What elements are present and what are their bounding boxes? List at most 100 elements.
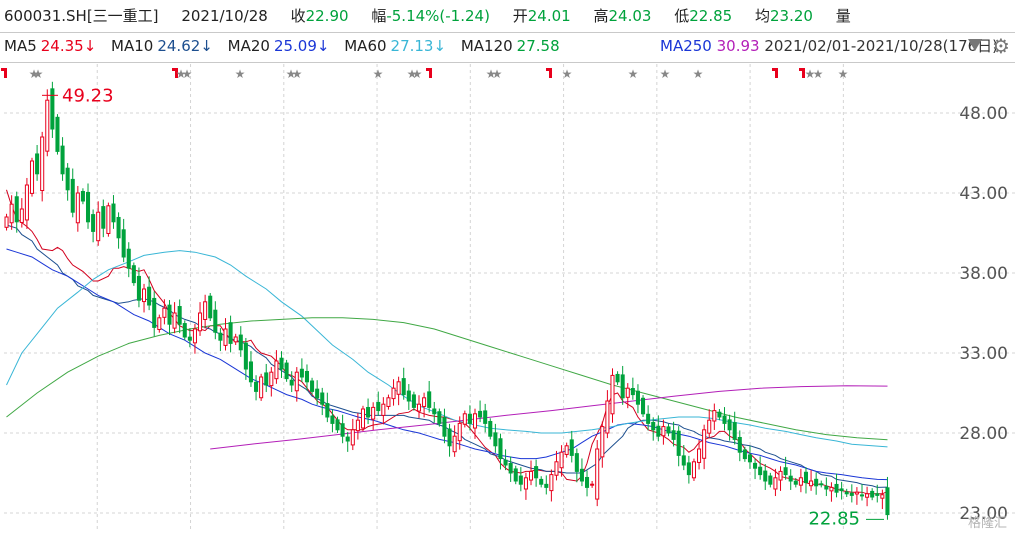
- chevron-down-icon[interactable]: [968, 39, 982, 51]
- candle-body: [325, 403, 330, 418]
- event-marker: [1, 68, 7, 71]
- candle: [381, 397, 386, 425]
- candle-body: [564, 445, 569, 455]
- candle-body: [85, 191, 91, 223]
- candle: [717, 409, 722, 421]
- candle: [360, 405, 366, 432]
- candle: [722, 407, 727, 431]
- candle-body: [259, 376, 264, 399]
- candle-body: [320, 392, 325, 405]
- candle-body: [228, 322, 233, 344]
- candle: [595, 440, 600, 507]
- candle-body: [758, 466, 763, 476]
- event-marker: ★: [182, 67, 193, 81]
- quote-date: 2021/10/28: [181, 7, 268, 25]
- close-label: 收: [290, 7, 306, 25]
- candle: [697, 440, 702, 470]
- candle: [462, 410, 467, 428]
- candle: [45, 89, 50, 157]
- candle-body: [798, 477, 803, 486]
- candle: [91, 209, 96, 243]
- candle-body: [213, 309, 218, 333]
- candle: [549, 469, 554, 502]
- y-tick-label: 23.00: [959, 504, 1008, 524]
- candle-body: [162, 307, 167, 318]
- candle-body: [442, 417, 447, 437]
- candle-body: [518, 475, 523, 485]
- candle: [80, 188, 85, 205]
- candle-body: [742, 449, 747, 460]
- candle: [483, 403, 488, 433]
- candle: [523, 472, 528, 500]
- event-marker: ★: [813, 67, 824, 81]
- y-tick-label: 43.00: [959, 184, 1008, 204]
- candle: [488, 418, 493, 440]
- candle: [528, 460, 534, 486]
- candle: [422, 392, 427, 418]
- candle: [554, 450, 559, 481]
- candle-body: [467, 413, 472, 424]
- candle-body: [238, 334, 243, 351]
- candle-body: [182, 323, 187, 338]
- candle-body: [279, 357, 284, 370]
- candle-body: [885, 487, 890, 516]
- candle: [233, 333, 238, 345]
- candle-body: [625, 387, 630, 398]
- event-marker: ★: [33, 67, 44, 81]
- candle-body: [478, 410, 483, 418]
- candle: [880, 489, 885, 510]
- candle-body: [737, 436, 742, 453]
- candle: [630, 377, 635, 400]
- candle-body: [753, 462, 758, 469]
- candle-body: [274, 360, 279, 380]
- open-value: 24.01: [527, 7, 571, 25]
- candle-body: [875, 493, 880, 496]
- candle-body: [218, 332, 223, 341]
- candle: [218, 328, 223, 352]
- candle: [758, 456, 763, 480]
- candle: [585, 470, 590, 497]
- ma5-value: 24.35↓: [40, 37, 97, 55]
- candle: [646, 405, 651, 431]
- candle: [9, 195, 14, 230]
- candle-body: [574, 453, 579, 472]
- candle-body: [834, 483, 839, 493]
- low-label: 低: [674, 7, 690, 25]
- candle: [625, 383, 630, 409]
- candle-body: [661, 426, 666, 437]
- candle-body: [416, 403, 422, 412]
- candle: [870, 488, 875, 501]
- ma10-value: 24.62↓: [157, 37, 213, 55]
- candle: [101, 199, 106, 238]
- ma-line-ma10: [6, 224, 888, 488]
- candle-body: [635, 390, 640, 405]
- candle-body: [829, 486, 834, 492]
- candle: [203, 294, 208, 329]
- candle: [676, 426, 681, 467]
- candle-body: [513, 468, 518, 482]
- event-marker: ★: [292, 67, 303, 81]
- candle: [803, 467, 809, 494]
- candle-body: [814, 478, 819, 487]
- candle-body: [615, 373, 620, 383]
- candle: [753, 458, 758, 480]
- candle: [508, 456, 513, 482]
- gear-icon[interactable]: ⚙: [992, 34, 1010, 58]
- stock-symbol[interactable]: 600031.SH[三一重工]: [4, 7, 159, 25]
- candle: [24, 177, 29, 229]
- candle: [14, 191, 19, 233]
- event-marker: ★: [492, 67, 503, 81]
- event-marker: ★: [660, 67, 671, 81]
- candle: [192, 323, 197, 354]
- candle-body: [157, 317, 162, 330]
- candle: [559, 445, 564, 477]
- header-divider: [0, 32, 1015, 33]
- candle: [707, 409, 712, 439]
- candle: [371, 402, 376, 430]
- low-value: 22.85: [689, 7, 733, 25]
- candle: [498, 433, 503, 470]
- min-price-label: 22.85: [808, 508, 860, 529]
- candle: [569, 430, 574, 463]
- candle-body: [233, 336, 238, 343]
